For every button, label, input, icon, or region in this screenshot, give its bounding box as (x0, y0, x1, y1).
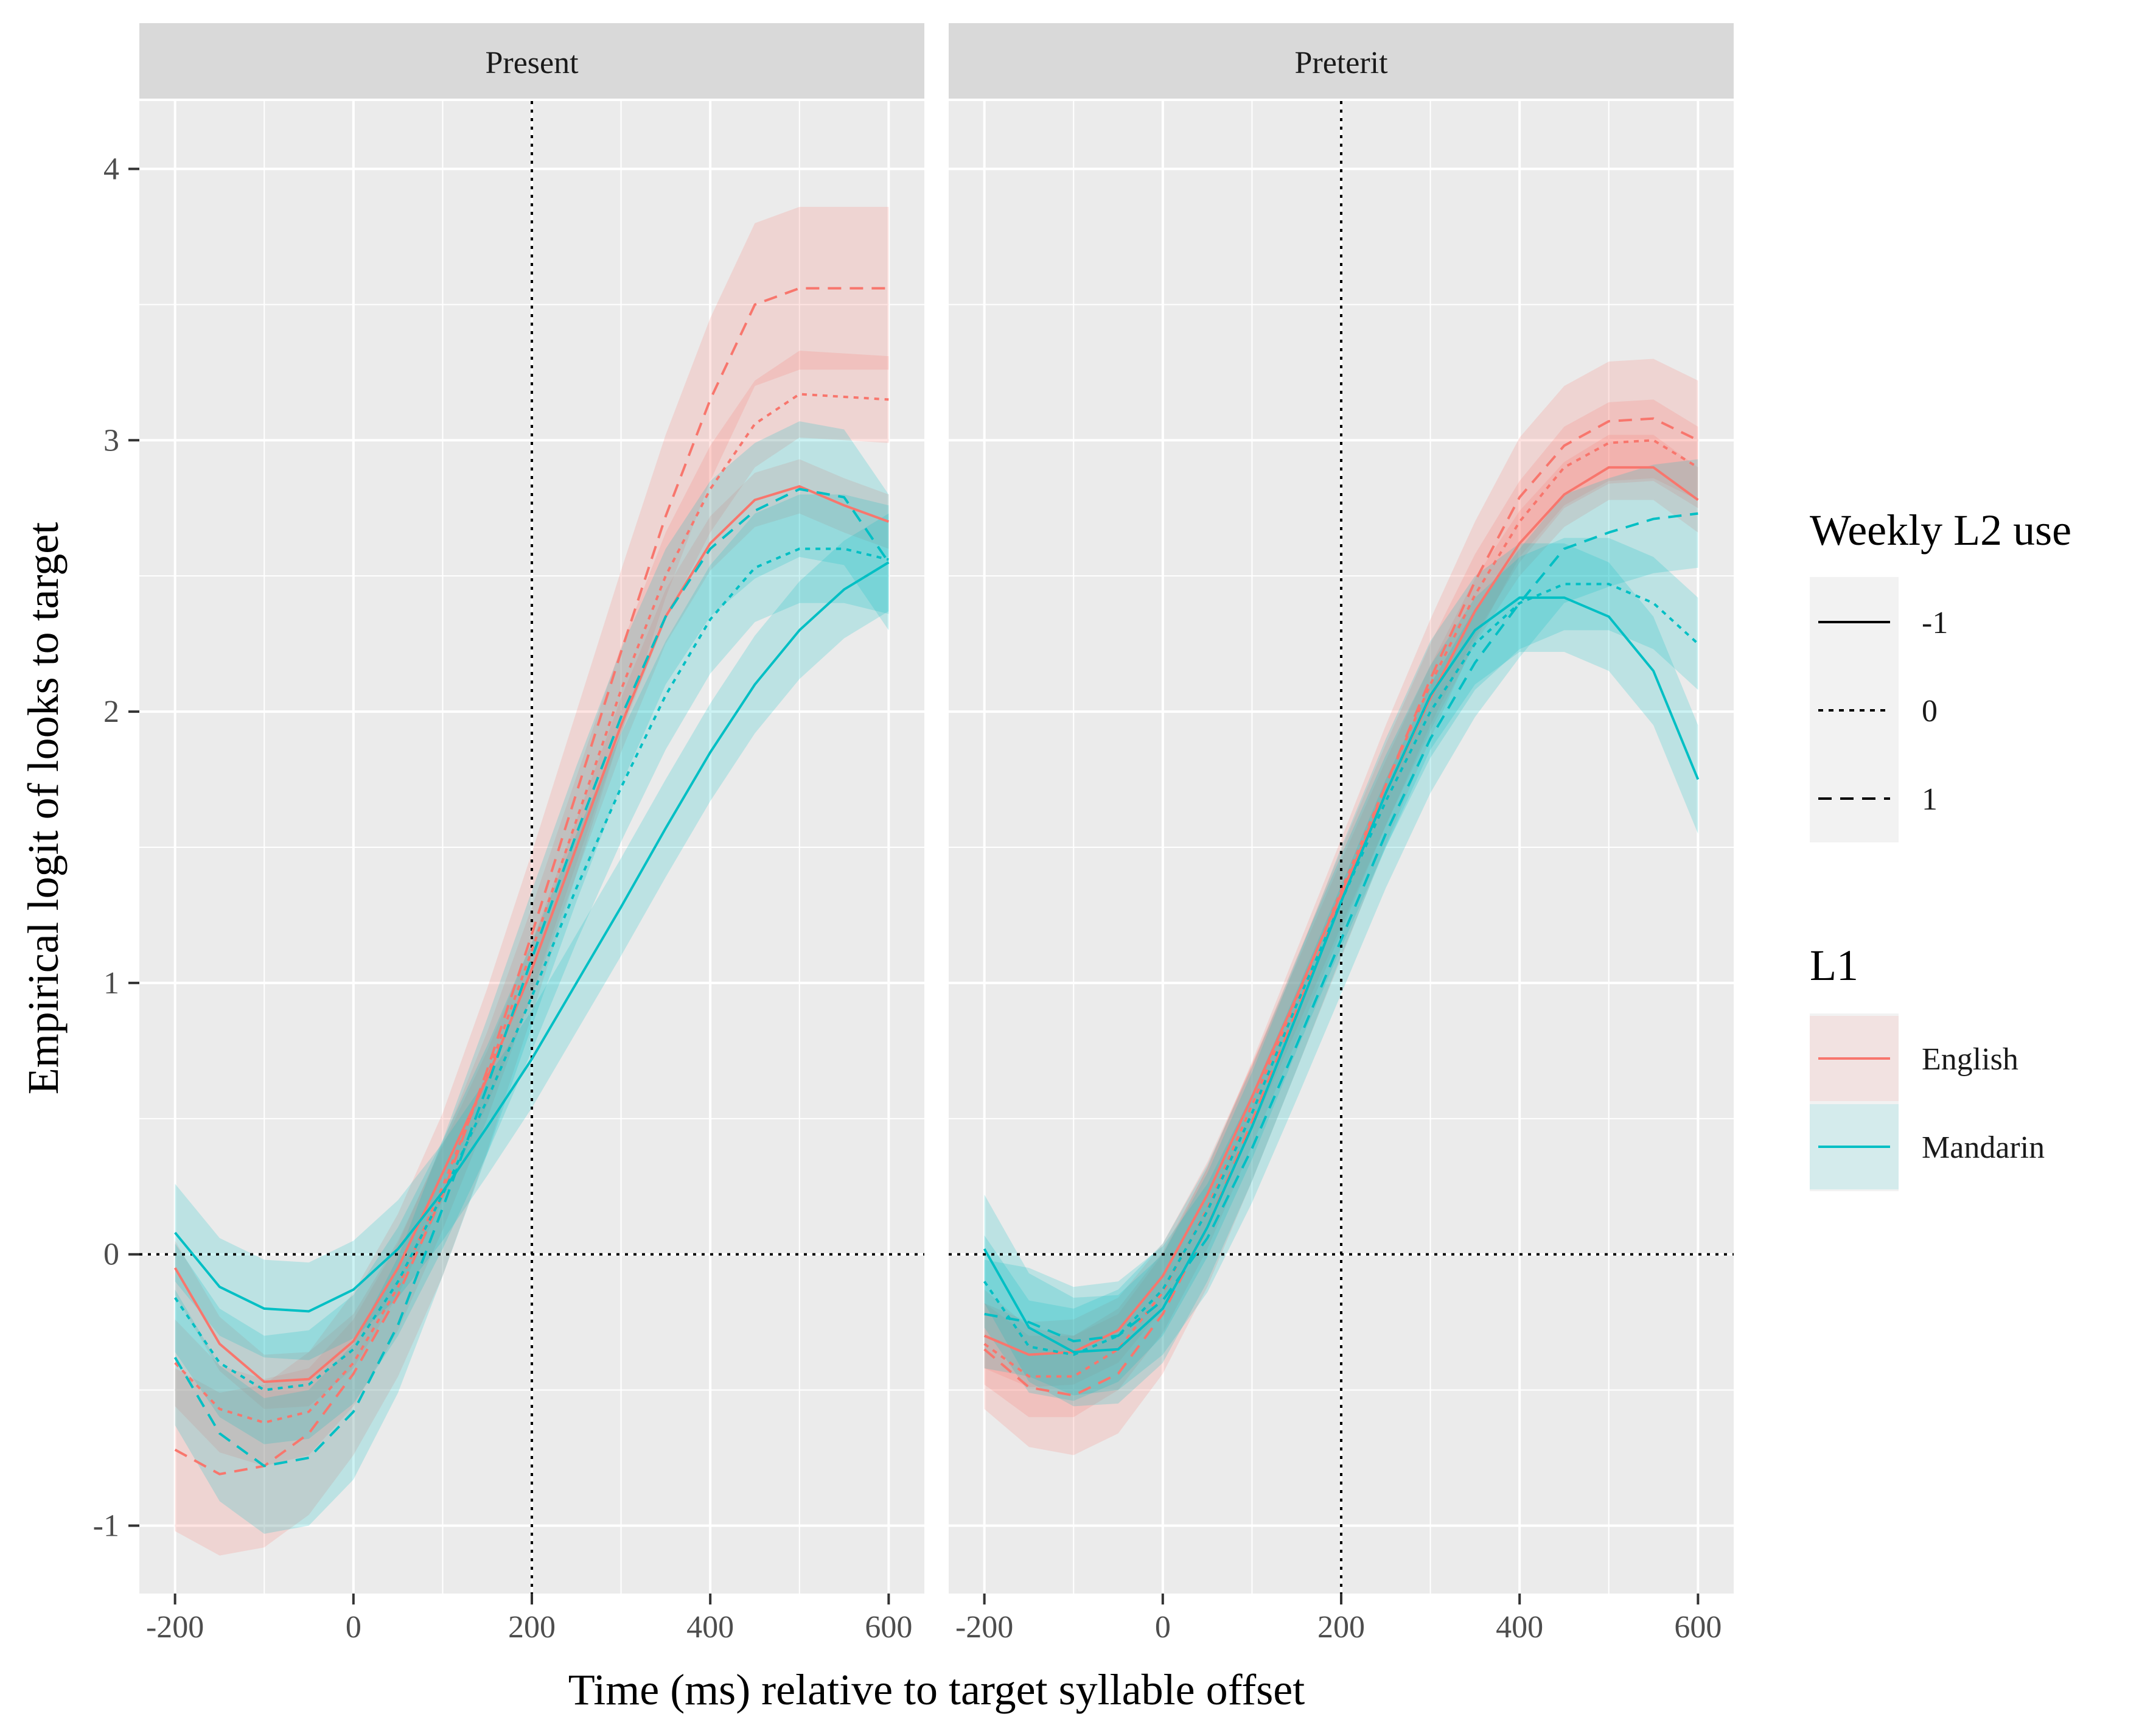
facet-strip (949, 23, 1734, 99)
gridlines (949, 101, 1734, 1594)
series-lines (173, 287, 890, 1475)
legend-title: Weekly L2 use (1810, 506, 2071, 555)
legend-label-1: 1 (1922, 782, 1938, 817)
legend-linetype-keys (1818, 621, 1890, 800)
facet-label-preterit: Preterit (1294, 46, 1388, 80)
y-tick-label: 1 (103, 966, 119, 1001)
legend-label-mandarin: Mandarin (1922, 1130, 2045, 1165)
x-tick-label: 0 (1155, 1610, 1171, 1645)
gridlines (139, 101, 924, 1594)
legend-title: L1 (1810, 941, 1858, 990)
x-axis: -200 0 200 400 600 -200 0 200 400 600 (146, 1594, 1722, 1645)
y-axis: -1 0 1 2 3 4 (93, 152, 139, 1544)
legend-color-keys (1810, 1016, 1899, 1189)
legend-keys-background (1810, 1013, 1899, 1191)
band-mandarin-1 (175, 421, 889, 1534)
y-tick-label: 0 (103, 1237, 119, 1272)
facet-strip (139, 23, 924, 99)
legend-label-minus1: -1 (1922, 606, 1948, 640)
x-axis-title: Time (ms) relative to target syllable of… (568, 1665, 1305, 1714)
x-tick-label: 400 (686, 1610, 734, 1645)
legend-linetype: Weekly L2 use -1 0 1 (1810, 506, 2071, 842)
line-english-1 (174, 287, 889, 1475)
y-tick-label: 2 (103, 695, 119, 729)
x-tick-label: 0 (346, 1610, 361, 1645)
band-english-1 (984, 359, 1698, 1455)
band-mandarin--1 (175, 513, 889, 1360)
band-english-0 (984, 399, 1698, 1418)
legend-color: L1 English Mandarin (1810, 941, 2045, 1191)
band-mandarin-0 (984, 537, 1698, 1401)
line-english--1 (173, 485, 890, 1384)
legend-label-english: English (1922, 1042, 2018, 1077)
reference-lines (949, 101, 1734, 1594)
line-english-0 (983, 439, 1699, 1378)
band-mandarin-1 (984, 459, 1698, 1396)
line-english--1 (983, 466, 1699, 1356)
panel-present: Present (139, 23, 924, 1594)
reference-lines (139, 101, 924, 1594)
line-mandarin-1 (984, 512, 1698, 1343)
x-tick-label: 200 (508, 1610, 556, 1645)
y-axis-title: Empirical logit of looks to target (19, 522, 68, 1095)
series-lines (983, 417, 1700, 1397)
line-mandarin-0 (173, 547, 889, 1391)
band-english-1 (175, 206, 889, 1556)
line-english-0 (174, 393, 889, 1424)
band-mandarin--1 (984, 543, 1698, 1407)
y-tick-label: 4 (103, 152, 119, 186)
line-mandarin-0 (983, 583, 1699, 1356)
line-mandarin--1 (174, 561, 890, 1313)
legend-label-0: 0 (1922, 694, 1938, 729)
facet-label-present: Present (485, 46, 579, 80)
panel-preterit: Preterit (949, 23, 1734, 1594)
x-tick-label: 600 (865, 1610, 912, 1645)
y-tick-label: -1 (93, 1509, 119, 1544)
x-tick-label: -200 (146, 1610, 204, 1645)
x-tick-label: 400 (1496, 1610, 1543, 1645)
band-english-0 (175, 351, 889, 1466)
x-tick-label: 200 (1317, 1610, 1365, 1645)
y-tick-label: 3 (103, 423, 119, 458)
x-tick-label: -200 (955, 1610, 1013, 1645)
x-tick-label: 600 (1674, 1610, 1722, 1645)
